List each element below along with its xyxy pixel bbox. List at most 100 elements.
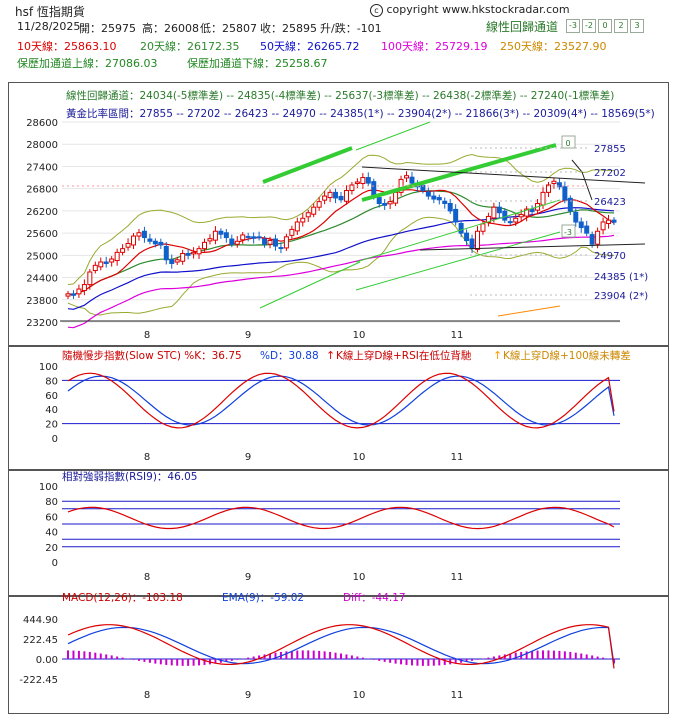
kd-y-tick: 80	[45, 376, 58, 387]
bollinger-lower-line	[67, 216, 615, 316]
header-low: 低：25807	[200, 22, 257, 35]
candle-body	[431, 195, 437, 200]
ma100-label: 100天線：25729.19	[381, 40, 488, 53]
candle-body	[76, 288, 82, 295]
channel-button-2[interactable]: 2	[614, 19, 628, 33]
macd-y-tick: -222.45	[19, 675, 58, 686]
macd-diff-label: Diff：-44.17	[343, 592, 406, 604]
rsi-x-tick: 8	[144, 572, 150, 583]
candle-body	[393, 191, 399, 204]
candle-body	[147, 238, 153, 242]
kd-down-arrow-icon: ↑	[493, 349, 502, 362]
candle-body	[120, 248, 126, 253]
candle-body	[87, 271, 93, 286]
candle-body	[267, 240, 273, 245]
channel-button-3[interactable]: 3	[630, 19, 644, 33]
candle-body	[524, 208, 530, 217]
kd-y-tick: 60	[45, 391, 58, 402]
candle-body	[98, 261, 104, 268]
channel-button-0[interactable]: 0	[598, 19, 612, 33]
channel-marker-box	[561, 135, 576, 149]
kd-d-label: %D：30.88	[260, 350, 319, 362]
rsi-x-tick: 10	[353, 572, 366, 583]
candle-body	[573, 211, 579, 223]
candle-body	[163, 245, 169, 261]
kd-x-tick: 9	[245, 452, 251, 463]
candle-body	[180, 252, 186, 262]
candle-body	[278, 247, 284, 250]
price-y-tick: 28000	[26, 140, 58, 151]
channel-button--3[interactable]: -3	[566, 19, 580, 33]
rsi-panel	[8, 470, 669, 596]
candle-body	[502, 210, 508, 221]
header-date: 11/28/2025	[17, 20, 81, 33]
candle-body	[212, 230, 218, 241]
candle-body	[365, 177, 371, 184]
channel-line-text: 線性回歸通道：24034(-5標準差) -- 24835(-4標準差) -- 2…	[66, 90, 615, 102]
candle-body	[513, 217, 519, 223]
ma100-line	[67, 234, 615, 329]
candle-body	[420, 184, 426, 192]
kd-note-up: K線上穿D線+RSI在低位背馳	[336, 349, 472, 362]
channel-button--2[interactable]: -2	[582, 19, 596, 33]
macd-ema-line	[67, 626, 615, 665]
kd-y-tick: 100	[39, 362, 58, 373]
rsi-y-tick: 20	[45, 543, 58, 554]
candle-body	[349, 184, 355, 192]
lower-guard-label: 保歷加通道下線：25258.67	[187, 57, 328, 70]
candle-body	[234, 240, 240, 245]
channel-line	[419, 243, 646, 251]
candle-body	[191, 251, 197, 255]
candle-body	[507, 221, 513, 224]
candle-body	[196, 248, 202, 255]
candle-body	[611, 219, 617, 223]
price-y-tick: 26200	[26, 207, 58, 218]
candle-body	[425, 191, 431, 197]
candle-body	[436, 197, 442, 201]
candle-body	[229, 238, 235, 245]
kd-y-tick: 20	[45, 420, 58, 431]
candle-body	[518, 214, 524, 218]
rsi-y-tick: 80	[45, 497, 58, 508]
candle-body	[294, 221, 300, 232]
header-close: 收：25895	[260, 22, 317, 35]
fib-label: 24385 (1*)	[594, 272, 648, 283]
candle-body	[469, 238, 475, 249]
candle-body	[458, 222, 464, 234]
candle-body	[551, 180, 557, 184]
trend-line-thin	[259, 261, 361, 309]
candle-body	[125, 242, 131, 248]
macd-x-tick: 8	[144, 690, 150, 701]
candle-body	[529, 208, 535, 213]
candle-body	[338, 195, 344, 201]
kd-panel	[8, 346, 669, 470]
kd-d-line	[67, 375, 615, 426]
candle-body	[409, 176, 415, 184]
price-y-tick: 28600	[26, 118, 58, 129]
macd-ema-label: EMA(9)：-59.02	[222, 592, 304, 604]
price-x-tick: 11	[451, 330, 464, 341]
candle-body	[567, 197, 573, 212]
kd-x-tick: 10	[353, 452, 366, 463]
candle-body	[311, 206, 317, 215]
candle-body	[556, 182, 562, 188]
candle-body	[174, 259, 180, 263]
candle-body	[606, 219, 612, 224]
candle-body	[114, 251, 120, 262]
candle-body	[322, 195, 328, 201]
rsi-y-tick: 100	[39, 482, 58, 493]
fib-label: 27202	[594, 168, 626, 179]
macd-y-tick: 222.45	[23, 635, 58, 646]
price-y-tick: 23200	[26, 318, 58, 329]
candle-body	[442, 200, 448, 204]
ma20-label: 20天線：26172.35	[140, 40, 240, 53]
candle-body	[595, 230, 601, 245]
price-x-tick: 10	[353, 330, 366, 341]
candle-body	[109, 258, 115, 263]
candle-body	[141, 230, 147, 239]
candle-body	[103, 261, 109, 264]
candle-body	[354, 181, 360, 184]
candle-body	[202, 241, 207, 250]
candle-body	[316, 201, 322, 208]
